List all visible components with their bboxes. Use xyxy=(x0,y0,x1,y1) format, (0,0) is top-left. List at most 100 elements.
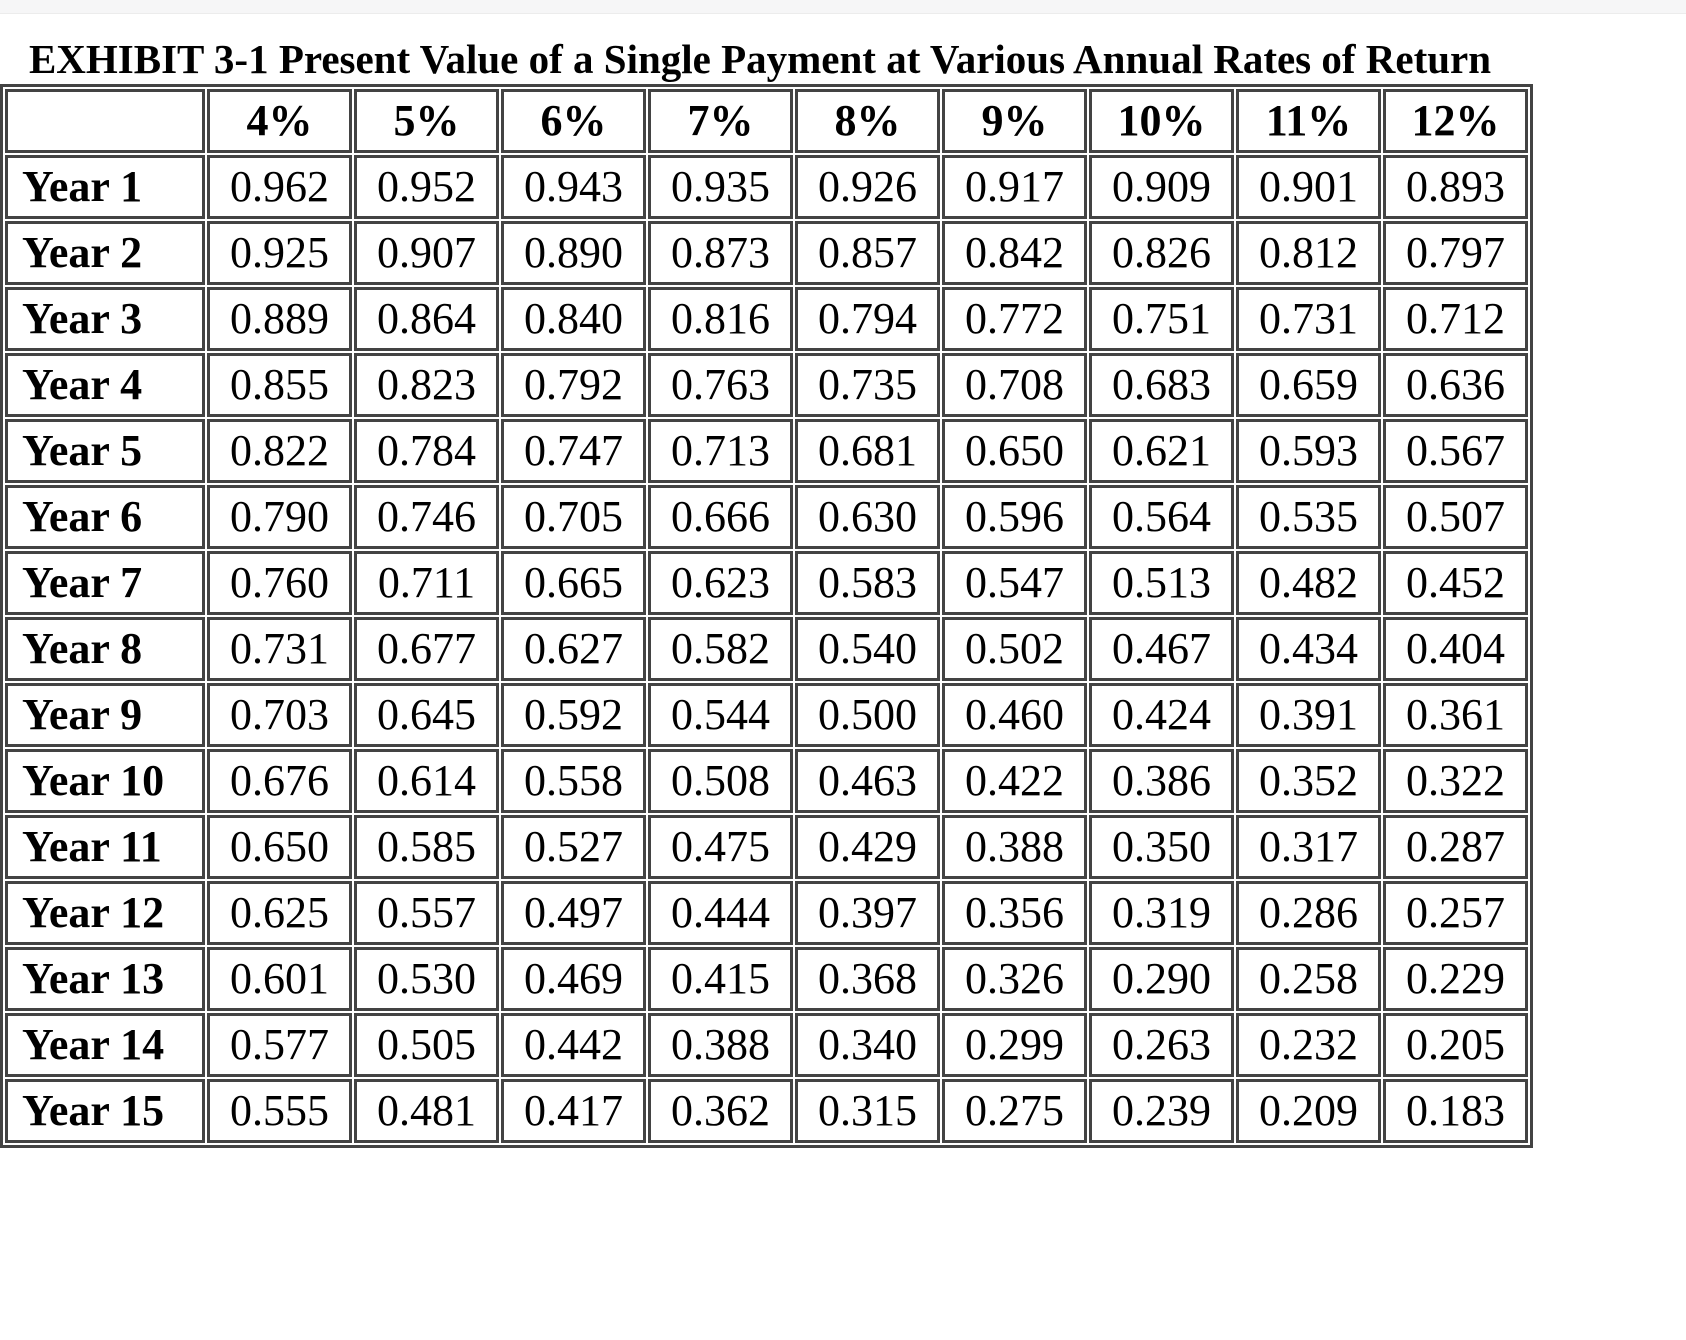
present-value-cell: 0.952 xyxy=(354,154,499,219)
present-value-cell: 0.422 xyxy=(942,748,1087,813)
present-value-cell: 0.636 xyxy=(1383,352,1528,417)
present-value-cell: 0.792 xyxy=(501,352,646,417)
present-value-cell: 0.593 xyxy=(1236,418,1381,483)
present-value-cell: 0.229 xyxy=(1383,946,1528,1011)
table-row: Year 1 0.962 0.952 0.943 0.935 0.926 0.917 0.90… xyxy=(5,154,1528,219)
table-row: Year 6 0.790 0.746 0.705 0.666 0.630 0.596 0.56… xyxy=(5,484,1528,549)
present-value-cell: 0.794 xyxy=(795,286,940,351)
present-value-cell: 0.772 xyxy=(942,286,1087,351)
present-value-cell: 0.362 xyxy=(648,1078,793,1143)
page-top-strip xyxy=(0,0,1686,14)
present-value-cell: 0.275 xyxy=(942,1078,1087,1143)
present-value-cell: 0.708 xyxy=(942,352,1087,417)
present-value-cell: 0.544 xyxy=(648,682,793,747)
present-value-cell: 0.926 xyxy=(795,154,940,219)
present-value-cell: 0.555 xyxy=(207,1078,352,1143)
present-value-cell: 0.340 xyxy=(795,1012,940,1077)
present-value-cell: 0.482 xyxy=(1236,550,1381,615)
present-value-cell: 0.577 xyxy=(207,1012,352,1077)
present-value-cell: 0.816 xyxy=(648,286,793,351)
rate-column-header: 5% xyxy=(354,88,499,153)
present-value-cell: 0.585 xyxy=(354,814,499,879)
present-value-cell: 0.935 xyxy=(648,154,793,219)
present-value-cell: 0.614 xyxy=(354,748,499,813)
present-value-cell: 0.388 xyxy=(648,1012,793,1077)
table-row: Year 10 0.676 0.614 0.558 0.508 0.463 0.422 0.3… xyxy=(5,748,1528,813)
present-value-cell: 0.263 xyxy=(1089,1012,1234,1077)
present-value-cell: 0.842 xyxy=(942,220,1087,285)
year-row-label: Year 4 xyxy=(5,352,205,417)
present-value-cell: 0.840 xyxy=(501,286,646,351)
present-value-cell: 0.429 xyxy=(795,814,940,879)
present-value-cell: 0.703 xyxy=(207,682,352,747)
present-value-table: 4% 5% 6% 7% 8% 9% 10% 11% 12% Year 1 0.962 0.952 0.… xyxy=(0,83,1533,1148)
present-value-cell: 0.557 xyxy=(354,880,499,945)
present-value-cell: 0.502 xyxy=(942,616,1087,681)
present-value-cell: 0.627 xyxy=(501,616,646,681)
present-value-cell: 0.444 xyxy=(648,880,793,945)
present-value-cell: 0.857 xyxy=(795,220,940,285)
present-value-cell: 0.424 xyxy=(1089,682,1234,747)
present-value-cell: 0.731 xyxy=(207,616,352,681)
present-value-cell: 0.535 xyxy=(1236,484,1381,549)
present-value-cell: 0.558 xyxy=(501,748,646,813)
present-value-cell: 0.790 xyxy=(207,484,352,549)
present-value-cell: 0.530 xyxy=(354,946,499,1011)
table-row: Year 14 0.577 0.505 0.442 0.388 0.340 0.299 0.2… xyxy=(5,1012,1528,1077)
year-row-label: Year 6 xyxy=(5,484,205,549)
present-value-cell: 0.666 xyxy=(648,484,793,549)
present-value-cell: 0.901 xyxy=(1236,154,1381,219)
present-value-cell: 0.356 xyxy=(942,880,1087,945)
present-value-cell: 0.623 xyxy=(648,550,793,615)
present-value-cell: 0.460 xyxy=(942,682,1087,747)
corner-header-cell xyxy=(5,88,205,153)
present-value-cell: 0.735 xyxy=(795,352,940,417)
present-value-cell: 0.864 xyxy=(354,286,499,351)
present-value-cell: 0.943 xyxy=(501,154,646,219)
table-row: Year 15 0.555 0.481 0.417 0.362 0.315 0.275 0.2… xyxy=(5,1078,1528,1143)
present-value-cell: 0.917 xyxy=(942,154,1087,219)
present-value-cell: 0.500 xyxy=(795,682,940,747)
present-value-cell: 0.747 xyxy=(501,418,646,483)
present-value-cell: 0.760 xyxy=(207,550,352,615)
year-row-label: Year 11 xyxy=(5,814,205,879)
table-row: Year 11 0.650 0.585 0.527 0.475 0.429 0.388 0.3… xyxy=(5,814,1528,879)
present-value-cell: 0.962 xyxy=(207,154,352,219)
present-value-cell: 0.391 xyxy=(1236,682,1381,747)
present-value-cell: 0.508 xyxy=(648,748,793,813)
present-value-cell: 0.317 xyxy=(1236,814,1381,879)
present-value-cell: 0.434 xyxy=(1236,616,1381,681)
present-value-cell: 0.683 xyxy=(1089,352,1234,417)
present-value-cell: 0.763 xyxy=(648,352,793,417)
table-row: Year 8 0.731 0.677 0.627 0.582 0.540 0.502 0.46… xyxy=(5,616,1528,681)
rate-column-header: 10% xyxy=(1089,88,1234,153)
present-value-cell: 0.583 xyxy=(795,550,940,615)
rate-column-header: 11% xyxy=(1236,88,1381,153)
present-value-cell: 0.665 xyxy=(501,550,646,615)
present-value-cell: 0.469 xyxy=(501,946,646,1011)
present-value-cell: 0.889 xyxy=(207,286,352,351)
year-row-label: Year 7 xyxy=(5,550,205,615)
present-value-cell: 0.209 xyxy=(1236,1078,1381,1143)
year-row-label: Year 9 xyxy=(5,682,205,747)
present-value-cell: 0.415 xyxy=(648,946,793,1011)
present-value-cell: 0.287 xyxy=(1383,814,1528,879)
present-value-cell: 0.467 xyxy=(1089,616,1234,681)
table-row: Year 3 0.889 0.864 0.840 0.816 0.794 0.772 0.75… xyxy=(5,286,1528,351)
present-value-cell: 0.481 xyxy=(354,1078,499,1143)
present-value-cell: 0.417 xyxy=(501,1078,646,1143)
present-value-cell: 0.507 xyxy=(1383,484,1528,549)
present-value-cell: 0.681 xyxy=(795,418,940,483)
present-value-cell: 0.711 xyxy=(354,550,499,615)
present-value-cell: 0.319 xyxy=(1089,880,1234,945)
table-row: Year 2 0.925 0.907 0.890 0.873 0.857 0.842 0.82… xyxy=(5,220,1528,285)
present-value-cell: 0.258 xyxy=(1236,946,1381,1011)
table-body: Year 1 0.962 0.952 0.943 0.935 0.926 0.917 0.90… xyxy=(5,154,1528,1143)
present-value-cell: 0.547 xyxy=(942,550,1087,615)
table-row: Year 9 0.703 0.645 0.592 0.544 0.500 0.460 0.42… xyxy=(5,682,1528,747)
year-row-label: Year 1 xyxy=(5,154,205,219)
present-value-cell: 0.442 xyxy=(501,1012,646,1077)
present-value-cell: 0.322 xyxy=(1383,748,1528,813)
present-value-cell: 0.299 xyxy=(942,1012,1087,1077)
present-value-cell: 0.925 xyxy=(207,220,352,285)
